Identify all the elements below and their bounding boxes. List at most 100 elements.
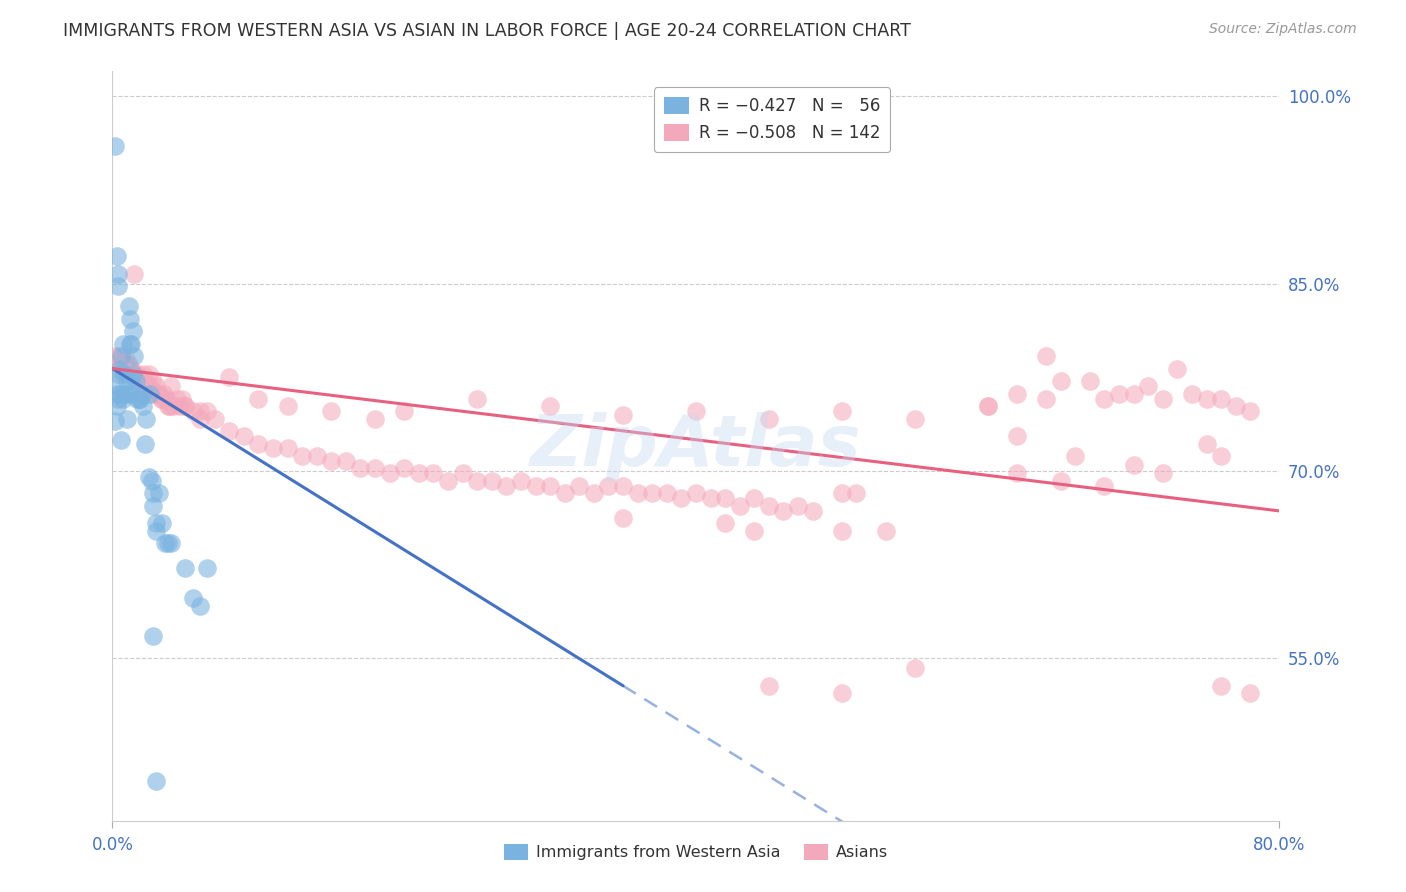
Point — [1064, 449, 1087, 463]
Point — [1239, 404, 1261, 418]
Point — [188, 411, 211, 425]
Point — [831, 686, 853, 700]
Point — [141, 383, 163, 397]
Point — [364, 461, 387, 475]
Point — [132, 399, 155, 413]
Point — [655, 486, 678, 500]
Point — [1049, 374, 1071, 388]
Point — [1225, 399, 1247, 413]
Point — [120, 336, 142, 351]
Point — [105, 399, 128, 413]
Point — [153, 392, 176, 406]
Point — [276, 442, 298, 456]
Point — [509, 474, 531, 488]
Point — [554, 486, 576, 500]
Point — [262, 442, 284, 456]
Point — [1137, 379, 1160, 393]
Point — [1209, 449, 1232, 463]
Point — [451, 467, 474, 481]
Text: Source: ZipAtlas.com: Source: ZipAtlas.com — [1209, 22, 1357, 37]
Point — [465, 474, 488, 488]
Point — [195, 404, 218, 418]
Point — [218, 370, 240, 384]
Point — [1195, 392, 1218, 406]
Point — [139, 379, 162, 393]
Point — [1152, 467, 1174, 481]
Point — [108, 354, 131, 368]
Point — [120, 374, 142, 388]
Point — [1166, 361, 1188, 376]
Point — [699, 491, 721, 506]
Point — [145, 516, 167, 531]
Point — [758, 499, 780, 513]
Point — [1049, 474, 1071, 488]
Point — [111, 336, 134, 351]
Point — [163, 399, 186, 413]
Point — [174, 399, 197, 413]
Point — [742, 524, 765, 538]
Point — [145, 379, 167, 393]
Point — [141, 474, 163, 488]
Point — [1122, 386, 1144, 401]
Point — [108, 386, 131, 401]
Point — [105, 386, 128, 401]
Point — [174, 561, 197, 575]
Point — [110, 358, 132, 372]
Point — [127, 367, 149, 381]
Point — [156, 399, 179, 413]
Point — [160, 399, 183, 413]
Point — [118, 361, 141, 376]
Point — [276, 399, 298, 413]
Point — [538, 399, 561, 413]
Point — [115, 354, 138, 368]
Point — [139, 386, 162, 401]
Point — [976, 399, 998, 413]
Point — [134, 436, 156, 450]
Point — [247, 392, 270, 406]
Point — [117, 299, 139, 313]
Point — [153, 536, 176, 550]
Point — [128, 370, 150, 384]
Point — [321, 404, 343, 418]
Point — [125, 370, 148, 384]
Point — [364, 411, 387, 425]
Point — [111, 392, 134, 406]
Point — [1195, 436, 1218, 450]
Point — [166, 392, 188, 406]
Point — [714, 516, 737, 531]
Point — [831, 524, 853, 538]
Point — [1181, 386, 1204, 401]
Point — [685, 486, 707, 500]
Point — [714, 491, 737, 506]
Point — [150, 516, 173, 531]
Point — [758, 411, 780, 425]
Point — [1152, 392, 1174, 406]
Point — [181, 404, 204, 418]
Point — [305, 449, 328, 463]
Point — [335, 454, 357, 468]
Point — [110, 349, 132, 363]
Point — [107, 267, 129, 281]
Point — [146, 386, 169, 401]
Point — [117, 386, 139, 401]
Point — [538, 479, 561, 493]
Point — [155, 392, 177, 406]
Point — [134, 374, 156, 388]
Point — [582, 486, 605, 500]
Point — [1094, 392, 1116, 406]
Point — [142, 486, 165, 500]
Point — [127, 392, 149, 406]
Point — [247, 436, 270, 450]
Point — [394, 404, 416, 418]
Point — [801, 504, 824, 518]
Point — [524, 479, 547, 493]
Point — [138, 367, 160, 381]
Point — [118, 311, 141, 326]
Point — [117, 358, 139, 372]
Point — [132, 367, 155, 381]
Point — [1094, 479, 1116, 493]
Point — [145, 773, 167, 788]
Point — [321, 454, 343, 468]
Point — [495, 479, 517, 493]
Point — [1108, 386, 1130, 401]
